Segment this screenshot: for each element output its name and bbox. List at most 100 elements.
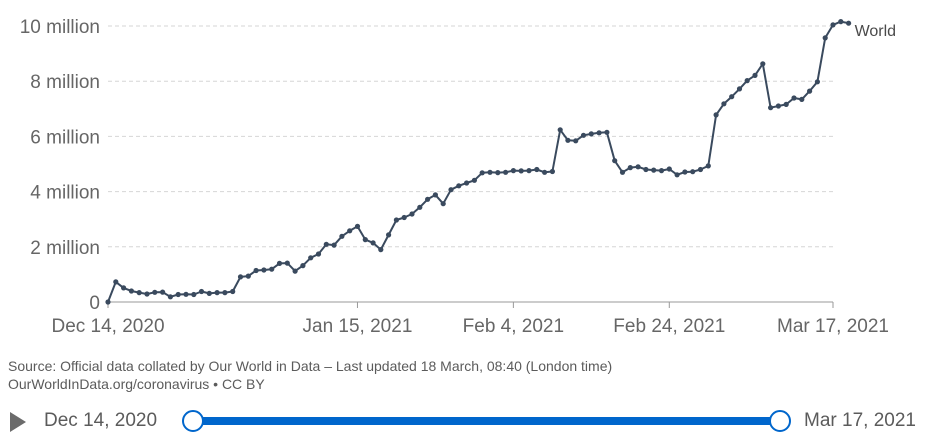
data-point [705,163,711,169]
data-point [729,94,735,100]
data-point [276,260,283,266]
data-point [495,170,501,176]
data-point [261,267,267,273]
data-point [580,132,587,138]
data-point [230,288,236,295]
data-point [206,290,212,296]
y-tick-label: 4 million [30,183,100,204]
data-point [526,168,532,174]
x-tick-label: Jan 15, 2021 [303,316,413,337]
timeline-start-handle[interactable] [182,410,204,432]
data-point [768,105,774,111]
y-tick-label: 8 million [30,72,100,93]
data-point [198,288,205,295]
data-point [487,169,493,175]
data-point [542,169,548,175]
timeline-end-label: Mar 17, 2021 [804,410,916,431]
data-point [752,72,758,78]
y-tick-label: 2 million [30,238,100,259]
data-point [697,166,704,173]
data-point [713,112,719,118]
data-point [791,95,797,101]
data-point [503,169,509,175]
data-point [635,164,641,170]
timeline-track[interactable] [192,417,781,425]
data-point [175,291,181,298]
data-point [292,268,298,274]
data-point [658,168,665,174]
x-tick-label: Feb 4, 2021 [463,316,564,337]
data-point [783,101,789,107]
y-tick-label: 0 [89,293,100,314]
data-point [425,196,431,202]
data-point [799,96,805,102]
data-point [682,169,688,175]
series-line-world [107,20,849,303]
data-point [144,291,150,297]
data-point [378,247,384,253]
series-label: World [855,23,897,40]
data-point [760,61,766,67]
data-point [643,166,649,173]
data-point [651,167,657,173]
data-point [721,101,727,107]
data-point [253,267,259,274]
x-tick-label: Dec 14, 2020 [51,316,164,337]
data-point [105,299,111,305]
data-point [214,290,220,296]
play-icon[interactable] [10,412,26,432]
data-point [666,166,672,172]
data-point [619,169,626,175]
data-point [627,165,633,171]
x-tick-label: Mar 17, 2021 [777,316,889,337]
data-point [510,168,516,174]
data-point [471,177,477,183]
data-point [347,228,353,234]
y-tick-label: 6 million [30,127,100,148]
data-point [814,79,821,85]
data-point [339,233,345,239]
data-point [549,168,556,175]
data-point [440,201,446,207]
data-point [237,274,244,280]
data-point [479,170,485,176]
line-chart: 0 2 million 4 million 6 million 8 million 10 … [20,17,897,337]
data-point [222,290,228,296]
data-point [370,240,376,246]
data-point [846,20,852,26]
data-point [152,289,158,295]
data-point [386,232,392,238]
data-point [596,130,602,136]
data-point [128,288,134,294]
data-point [736,86,743,92]
data-point [807,88,813,94]
data-point [456,183,462,189]
data-point [565,137,571,143]
data-point [323,241,329,247]
data-point [331,242,337,248]
timeline-control[interactable]: Dec 14, 2020 Mar 17, 2021 [0,402,949,440]
timeline-end-handle[interactable] [769,410,791,432]
data-point [284,260,290,266]
data-point [393,217,399,223]
data-point [573,138,579,144]
data-point [183,291,189,297]
data-point [245,273,251,279]
data-point [612,158,618,164]
timeline-start-label: Dec 14, 2020 [44,410,158,431]
data-point [822,35,828,41]
data-point [588,131,594,137]
source-link[interactable]: OurWorldInData.org/coronavirus • CC BY [8,376,265,392]
data-point [121,285,127,291]
data-point [315,251,322,257]
data-point [417,204,423,210]
data-point [401,214,407,221]
data-point [464,180,470,186]
data-point [674,172,680,178]
data-point [432,192,438,198]
x-tick-label: Feb 24, 2021 [613,316,725,337]
data-point [744,78,750,84]
data-point [362,237,368,243]
data-point [830,22,836,28]
source-text: Source: Official data collated by Our Wo… [8,358,613,374]
